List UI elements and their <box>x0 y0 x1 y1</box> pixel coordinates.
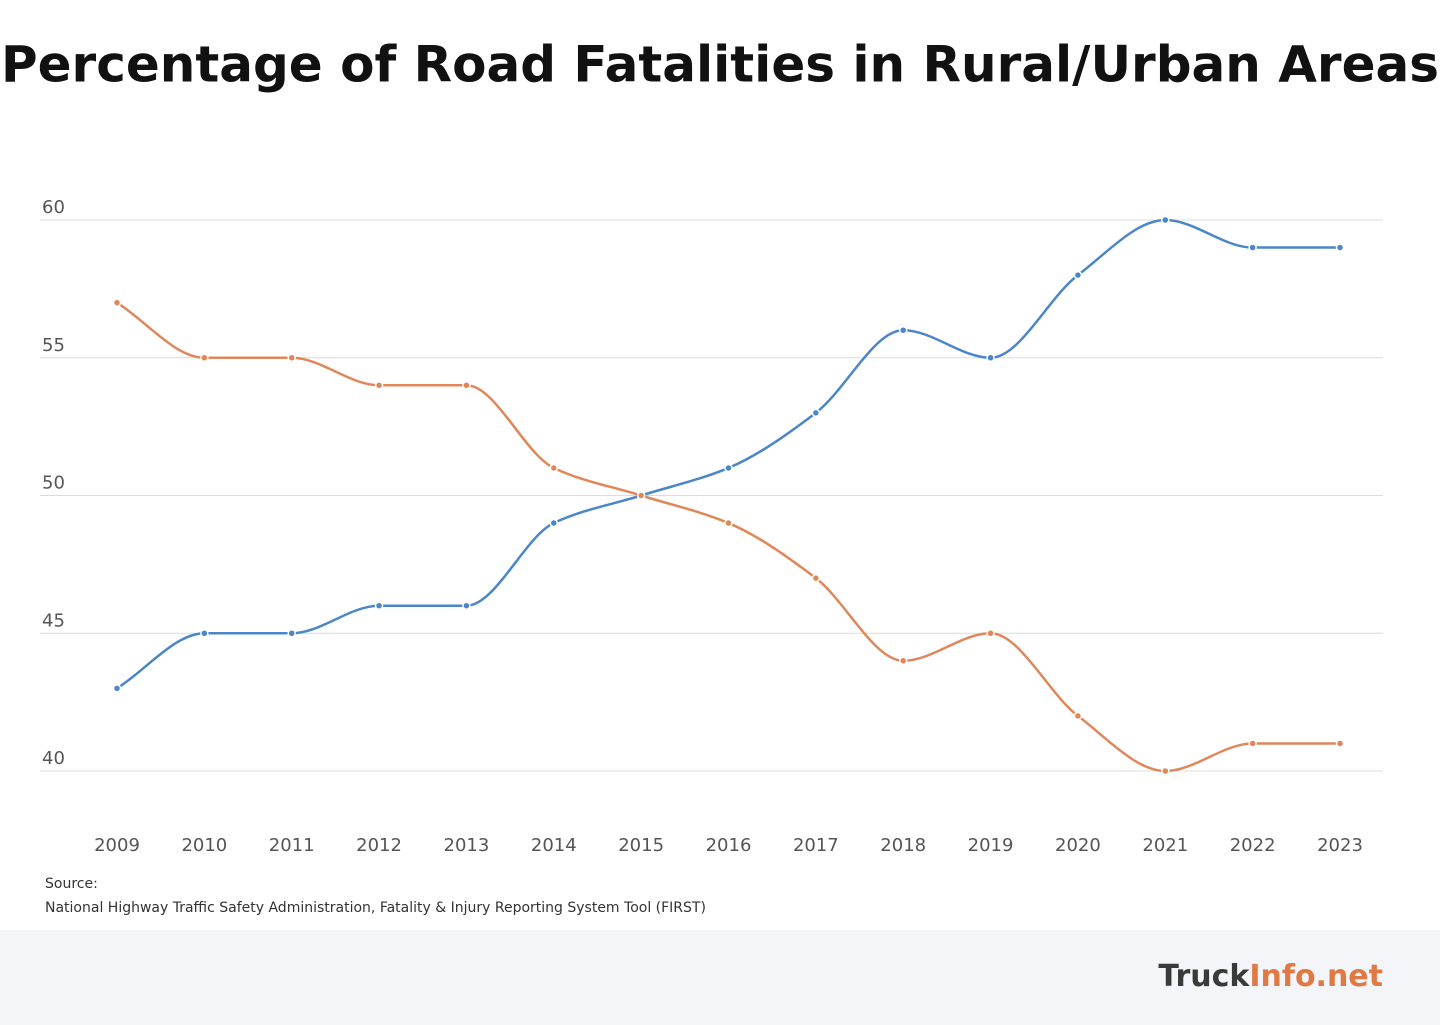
brand-part: Info.net <box>1249 959 1383 994</box>
x-tick-label: 2022 <box>1230 835 1276 856</box>
data-point <box>287 353 296 362</box>
series-line <box>116 301 1340 773</box>
data-point <box>462 381 471 390</box>
data-point <box>1248 739 1257 748</box>
data-point <box>724 518 733 528</box>
y-tick-label: 50 <box>42 473 65 494</box>
y-tick-label: 55 <box>42 335 65 356</box>
x-tick-label: 2009 <box>94 835 140 856</box>
data-point <box>898 325 908 335</box>
y-tick-label: 45 <box>42 610 65 631</box>
y-tick-label: 40 <box>42 748 65 769</box>
data-point <box>200 629 209 638</box>
data-point <box>1073 270 1083 280</box>
x-tick-label: 2018 <box>880 835 926 856</box>
data-point <box>1248 243 1257 252</box>
x-tick-label: 2017 <box>793 835 839 856</box>
source-text: National Highway Traffic Safety Administ… <box>45 900 706 916</box>
data-point <box>1335 739 1345 748</box>
data-point <box>374 601 384 610</box>
data-point <box>811 573 821 583</box>
data-point <box>549 463 559 473</box>
data-point <box>200 353 209 362</box>
x-tick-label: 2016 <box>706 835 752 856</box>
data-point <box>287 629 296 638</box>
x-tick-label: 2021 <box>1142 835 1188 856</box>
x-tick-label: 2013 <box>444 835 490 856</box>
data-point <box>1073 711 1083 721</box>
x-tick-label: 2015 <box>618 835 664 856</box>
data-point <box>811 408 821 418</box>
brand-part: Truck <box>1158 959 1250 994</box>
x-tick-label: 2020 <box>1055 835 1101 856</box>
y-tick-label: 60 <box>42 197 65 218</box>
series-line <box>116 218 1340 690</box>
chart-title: Percentage of Road Fatalities in Rural/U… <box>1 36 1439 94</box>
footer-band <box>0 930 1440 1025</box>
source-label: Source: <box>45 876 98 892</box>
data-point <box>462 601 471 610</box>
x-tick-label: 2023 <box>1317 835 1363 856</box>
data-point <box>898 656 908 666</box>
data-point <box>986 629 995 638</box>
data-point <box>549 518 559 528</box>
data-point <box>112 684 122 693</box>
data-point <box>636 491 646 500</box>
brand: TruckInfo.net <box>1158 959 1383 994</box>
x-tick-label: 2019 <box>968 835 1014 856</box>
x-tick-label: 2012 <box>356 835 402 856</box>
data-point <box>374 381 384 390</box>
data-point <box>112 298 122 307</box>
data-point <box>1335 243 1345 252</box>
x-tick-label: 2014 <box>531 835 577 856</box>
data-point <box>986 353 995 362</box>
data-point <box>1161 766 1170 776</box>
x-tick-label: 2010 <box>181 835 227 856</box>
x-tick-label: 2011 <box>269 835 315 856</box>
data-point <box>1161 215 1170 225</box>
data-point <box>724 463 733 473</box>
